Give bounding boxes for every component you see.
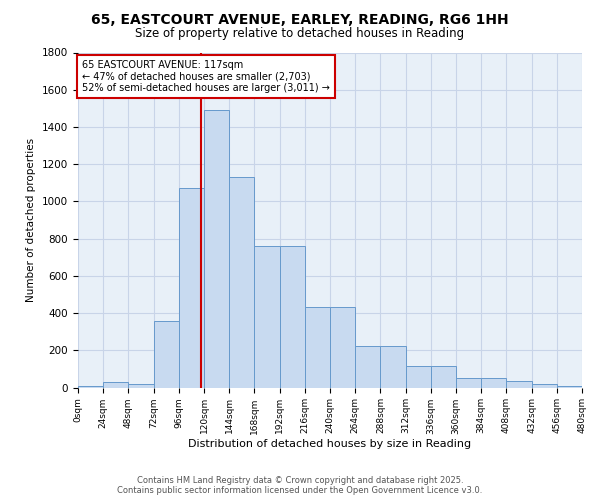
X-axis label: Distribution of detached houses by size in Reading: Distribution of detached houses by size … bbox=[188, 439, 472, 449]
Bar bbox=[355, 346, 380, 388]
Bar bbox=[557, 386, 582, 388]
Bar bbox=[506, 381, 532, 388]
Bar bbox=[280, 246, 305, 388]
Text: 65, EASTCOURT AVENUE, EARLEY, READING, RG6 1HH: 65, EASTCOURT AVENUE, EARLEY, READING, R… bbox=[91, 12, 509, 26]
Bar bbox=[78, 386, 103, 388]
Bar bbox=[481, 378, 506, 388]
Text: Contains HM Land Registry data © Crown copyright and database right 2025.
Contai: Contains HM Land Registry data © Crown c… bbox=[118, 476, 482, 495]
Bar bbox=[204, 110, 229, 388]
Bar bbox=[431, 366, 456, 388]
Bar bbox=[456, 378, 481, 388]
Bar bbox=[254, 246, 280, 388]
Text: 65 EASTCOURT AVENUE: 117sqm
← 47% of detached houses are smaller (2,703)
52% of : 65 EASTCOURT AVENUE: 117sqm ← 47% of det… bbox=[82, 60, 330, 93]
Y-axis label: Number of detached properties: Number of detached properties bbox=[26, 138, 37, 302]
Bar bbox=[330, 308, 355, 388]
Bar bbox=[179, 188, 204, 388]
Bar bbox=[532, 384, 557, 388]
Bar bbox=[229, 177, 254, 388]
Bar bbox=[128, 384, 154, 388]
Bar bbox=[406, 366, 431, 388]
Bar bbox=[103, 382, 128, 388]
Text: Size of property relative to detached houses in Reading: Size of property relative to detached ho… bbox=[136, 28, 464, 40]
Bar bbox=[305, 308, 330, 388]
Bar bbox=[154, 320, 179, 388]
Bar bbox=[380, 346, 406, 388]
